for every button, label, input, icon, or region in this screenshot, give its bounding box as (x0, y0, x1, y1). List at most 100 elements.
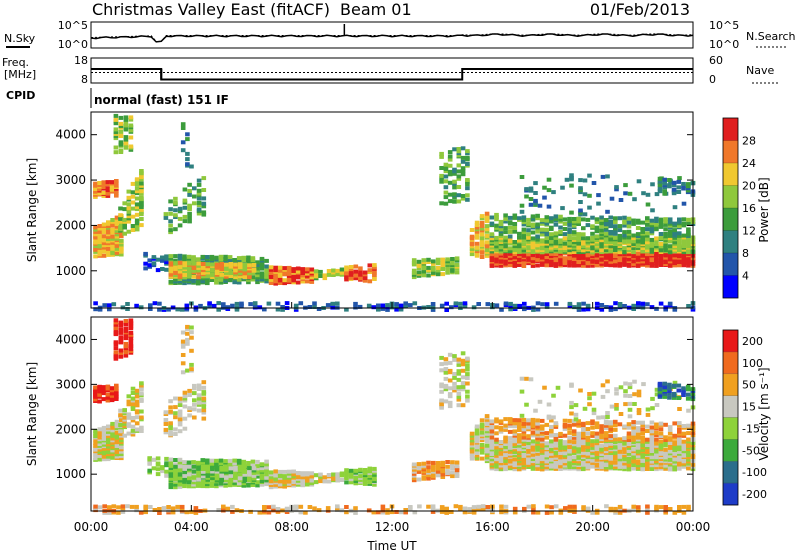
heatmap-cell (101, 440, 107, 445)
heatmap-cell (622, 230, 627, 235)
heatmap-cell (443, 185, 449, 190)
heatmap-cell (168, 476, 174, 481)
heatmap-cell (576, 302, 582, 307)
heatmap-cell (106, 228, 111, 233)
heatmap-cell (594, 263, 600, 268)
heatmap-cell (553, 455, 559, 460)
heatmap-cell (677, 233, 682, 238)
heatmap-cell (168, 211, 173, 216)
heatmap-cell (479, 238, 485, 243)
heatmap-cell (686, 263, 691, 268)
heatmap-cell (544, 451, 550, 456)
heatmap-cell (539, 232, 545, 237)
heatmap-cell (489, 445, 495, 450)
heatmap-cell (539, 246, 545, 251)
heatmap-cell (113, 350, 119, 355)
heatmap-cell (318, 477, 323, 482)
x-tick-label: 04:00 (174, 520, 209, 534)
heatmap-cell (454, 270, 460, 275)
heatmap-cell (196, 196, 202, 201)
heatmap-cell (385, 307, 390, 312)
heatmap-cell (134, 421, 140, 426)
heatmap-cell (498, 451, 504, 456)
heatmap-cell (101, 430, 107, 435)
heatmap-cell (649, 255, 655, 260)
heatmap-cell (192, 391, 197, 396)
heatmap-cell (173, 432, 178, 436)
heatmap-cell (567, 221, 572, 226)
heatmap-cell (430, 307, 436, 312)
heatmap-cell (408, 505, 413, 509)
heatmap-cell (113, 340, 119, 345)
heatmap-cell (530, 230, 536, 235)
heatmap-cell (686, 250, 691, 255)
heatmap-cell (456, 385, 462, 390)
heatmap-cell (507, 417, 513, 422)
heatmap-cell (255, 273, 260, 278)
heatmap-cell (216, 307, 221, 312)
heatmap-cell (562, 217, 568, 222)
heatmap-cell (632, 402, 637, 406)
heatmap-cell (553, 437, 559, 442)
heatmap-cell (97, 427, 103, 432)
heatmap-cell (214, 476, 220, 481)
heatmap-cell (259, 462, 265, 467)
heatmap-cell (335, 504, 340, 509)
heatmap-cell (608, 263, 613, 268)
heatmap-cell (187, 203, 192, 208)
heatmap-cell (494, 453, 499, 458)
heatmap-cell (587, 396, 592, 401)
heatmap-cell (246, 461, 251, 465)
heatmap-cell (431, 460, 436, 465)
heatmap-cell (118, 129, 124, 134)
heatmap-cell (93, 431, 98, 436)
heatmap-cell (553, 263, 559, 268)
heatmap-cell (474, 424, 480, 429)
heatmap-cell (139, 189, 144, 194)
heatmap-cell (503, 217, 508, 222)
heatmap-cell (677, 429, 682, 434)
heatmap-cell (228, 273, 234, 278)
heatmap-cell (484, 453, 490, 458)
heatmap-cell (567, 435, 572, 440)
heatmap-cell (507, 241, 513, 246)
heatmap-cell (535, 213, 540, 218)
heatmap-cell (101, 190, 107, 195)
heatmap-cell (645, 263, 650, 268)
heatmap-cell (508, 304, 513, 308)
heatmap-cell (489, 439, 495, 444)
heatmap-cell (196, 402, 202, 407)
heatmap-cell (107, 510, 112, 515)
heatmap-cell (177, 265, 183, 270)
heatmap-cell (214, 472, 220, 476)
heatmap-cell (113, 150, 119, 155)
heatmap-cell (228, 466, 234, 471)
heatmap-cell (111, 504, 117, 509)
heatmap-cell (196, 191, 202, 196)
heatmap-cell (567, 219, 572, 223)
heatmap-cell (118, 335, 124, 340)
heatmap-cell (155, 456, 161, 461)
heatmap-cell (535, 216, 540, 221)
heatmap-cell (528, 377, 534, 382)
heatmap-cell (335, 472, 340, 477)
heatmap-cell (567, 451, 572, 456)
heatmap-cell (686, 244, 691, 249)
heatmap-cell (645, 248, 650, 253)
heatmap-cell (134, 218, 140, 223)
heatmap-cell (456, 163, 462, 168)
heatmap-cell (535, 432, 540, 437)
heatmap-cell (376, 307, 381, 312)
heatmap-cell (587, 392, 592, 396)
heatmap-cell (627, 407, 633, 412)
heatmap-cell (640, 259, 645, 264)
heatmap-cell (622, 424, 627, 429)
heatmap-cell (599, 255, 604, 260)
heatmap-cell (122, 217, 127, 222)
heatmap-cell (599, 238, 604, 243)
heatmap-cell (367, 268, 373, 273)
heatmap-cell (196, 178, 202, 183)
heatmap-cell (119, 231, 124, 236)
heatmap-cell (631, 261, 636, 266)
